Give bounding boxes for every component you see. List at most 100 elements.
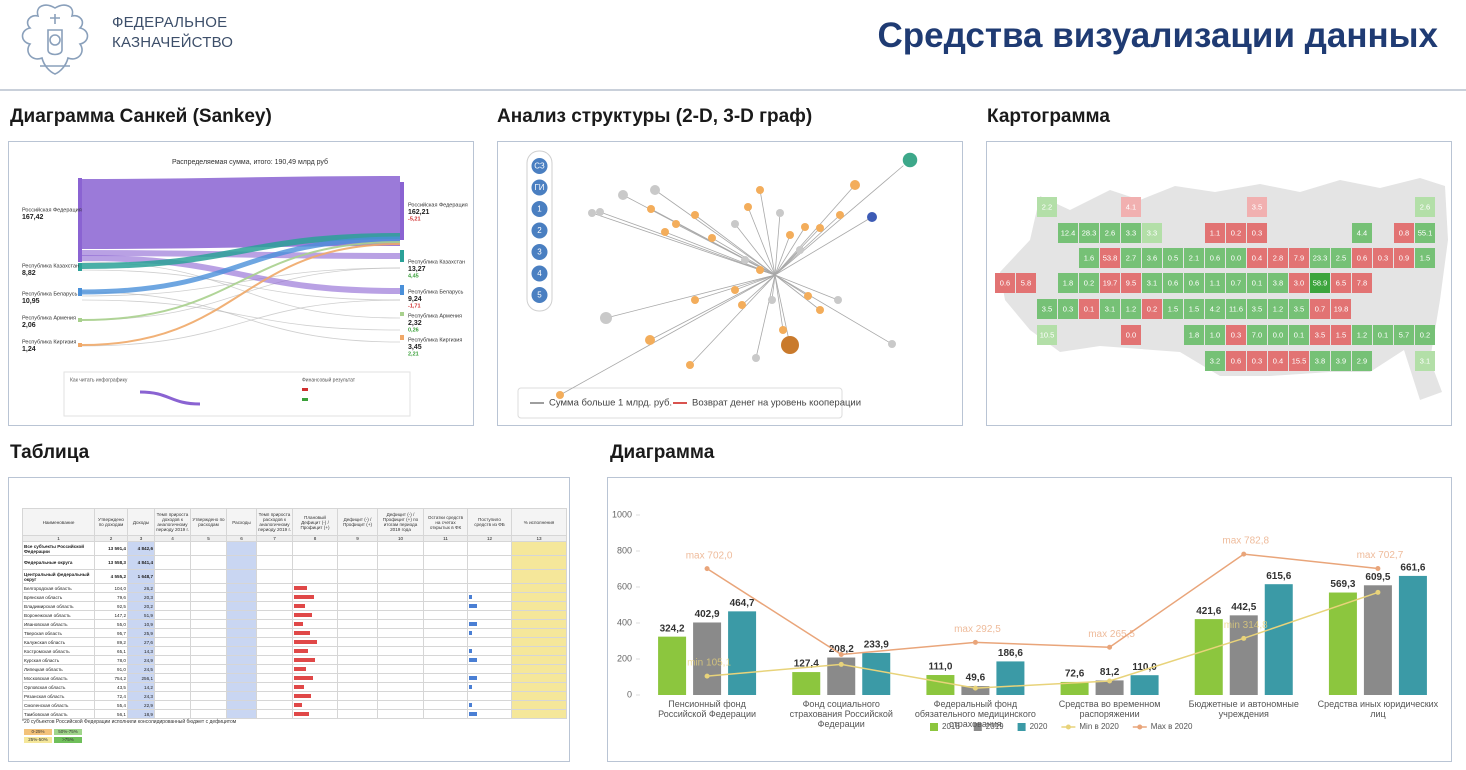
cartogram-value: 4.1	[1126, 202, 1136, 211]
bar-value-label: 569,3	[1330, 579, 1355, 590]
table-cell: 14,2	[127, 682, 155, 692]
cartogram-cell	[1268, 273, 1288, 293]
cartogram-cell	[1247, 223, 1267, 243]
cartogram-cell	[1142, 223, 1162, 243]
cartogram-cell	[1226, 248, 1246, 268]
line-value-label: max 265,5	[1088, 629, 1135, 640]
table-cell: 4 555,2	[94, 569, 128, 584]
table-cell	[256, 628, 293, 638]
table-cell: 89,2	[94, 637, 128, 647]
cartogram-value: 9.5	[1126, 278, 1136, 287]
cartogram-value: 3.8	[1315, 356, 1325, 365]
table-row: Брянская область 79,6 20,3	[22, 592, 567, 602]
table-cell	[377, 682, 424, 692]
cartogram-value: 3.5	[1252, 304, 1262, 313]
x-tick-label: Фонд социального страхования Российской …	[789, 699, 893, 729]
line-marker	[1107, 644, 1113, 650]
table-cell	[511, 673, 567, 683]
graph-node	[836, 211, 844, 219]
cartogram-value: 3.2	[1210, 356, 1220, 365]
cartogram-cell	[1037, 299, 1057, 319]
table-cell	[511, 709, 567, 719]
column-header: % исполнения	[511, 508, 567, 536]
sankey-legend-title: Финансовый результат	[302, 376, 356, 383]
table-footnote: *20 субъектов Российской Федерации испол…	[22, 719, 237, 725]
bar	[693, 622, 722, 695]
table-cell	[190, 700, 227, 710]
table-cell	[226, 700, 257, 710]
cartogram-value: 0.7	[1315, 304, 1325, 313]
cartogram-cell	[995, 273, 1015, 293]
table-cell	[467, 664, 512, 674]
table-row: Ивановская область 55,0 10,9	[22, 619, 567, 629]
table-row: Рязанская область 72,4 24,3	[22, 691, 567, 701]
cartogram-value: 0.6	[1000, 278, 1010, 287]
section-title: Картограмма	[987, 106, 1110, 127]
table-cell	[256, 569, 293, 584]
table-cell	[423, 637, 468, 647]
table-cell	[154, 673, 191, 683]
bar	[996, 661, 1025, 695]
table-cell	[511, 619, 567, 629]
sankey-right-name: Республика Киргизия	[408, 337, 462, 343]
table-cell	[190, 610, 227, 620]
table-cell	[256, 637, 293, 647]
table-cell: 104,0	[94, 583, 128, 593]
bar-value-label: 421,6	[1196, 606, 1221, 617]
table-cell: 24,5	[127, 664, 155, 674]
table-cell	[292, 637, 338, 647]
cartogram-cell	[1331, 273, 1351, 293]
table-row: Костромская область 65,1 14,3	[22, 646, 567, 656]
cartogram-value: 3.3	[1147, 228, 1157, 237]
cartogram-value: 1.5	[1168, 304, 1178, 313]
cartogram-value: 3.5	[1042, 304, 1052, 313]
table-cell: 256,1	[127, 673, 155, 683]
table-cell	[467, 691, 512, 701]
table-cell	[154, 541, 191, 556]
graph-edge	[774, 184, 856, 276]
table-cell	[377, 637, 424, 647]
bar-value-label: 464,7	[730, 598, 755, 609]
cartogram-value: 0.7	[1231, 278, 1241, 287]
graph-node	[779, 326, 787, 334]
table-cell	[256, 592, 293, 602]
sankey-right-value: 2,32	[408, 320, 422, 327]
cartogram-value: 3.5	[1294, 304, 1304, 313]
graph-edge	[605, 274, 776, 319]
table-cell: 72,4	[94, 691, 128, 701]
graph-filter	[531, 179, 548, 196]
cartogram-cell	[1268, 351, 1288, 371]
table-cell	[511, 691, 567, 701]
cartogram-value: 15.5	[1292, 356, 1307, 365]
cartogram-value: 0.6	[1210, 253, 1220, 262]
graph-filter	[531, 222, 548, 239]
x-tick-label: Федеральный фонд обязательного медицинск…	[914, 699, 1036, 729]
sankey-node	[400, 285, 404, 295]
table-cell	[377, 583, 424, 593]
table-cell	[337, 700, 378, 710]
graph-node	[741, 256, 749, 264]
table-cell	[256, 646, 293, 656]
table-cell	[154, 592, 191, 602]
table-cell	[423, 619, 468, 629]
graph-node	[731, 220, 739, 228]
table-cell	[337, 682, 378, 692]
table-cell	[337, 541, 378, 556]
table-cell	[190, 592, 227, 602]
table-cell	[190, 709, 227, 719]
sankey-right-value: 162,21	[408, 209, 430, 216]
cartogram-cell	[1415, 248, 1435, 268]
bar	[1264, 584, 1293, 695]
bar-value-label: 233,9	[864, 640, 889, 651]
table-cell	[377, 541, 424, 556]
table-cell	[511, 555, 567, 570]
number-row: 1 2 3 4 5 6 7 8 9 10 11 12 13	[22, 535, 567, 542]
table-row: Владимирская область 92,5 20,2	[22, 601, 567, 611]
table-cell	[226, 709, 257, 719]
sankey-flow	[81, 241, 401, 321]
sankey-caption: Распределяемая сумма, итого: 190,49 млрд…	[172, 158, 328, 166]
table-cell: 79,6	[94, 592, 128, 602]
table-cell: Липецкая область	[22, 664, 95, 674]
cartogram-value: 1.2	[1273, 304, 1283, 313]
